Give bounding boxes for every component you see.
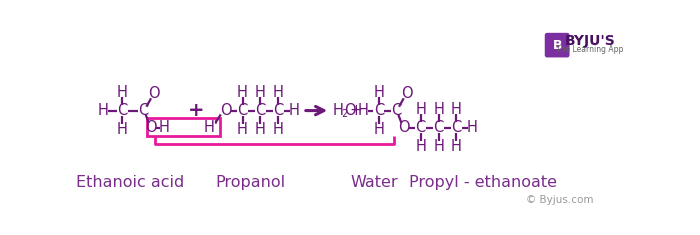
Text: O: O bbox=[148, 86, 160, 101]
Text: H: H bbox=[159, 120, 169, 135]
Text: H': H' bbox=[204, 120, 219, 135]
Text: O: O bbox=[401, 86, 412, 101]
Text: C: C bbox=[433, 120, 444, 135]
Text: The Learning App: The Learning App bbox=[556, 45, 624, 54]
Text: BYJU'S: BYJU'S bbox=[564, 34, 615, 48]
Text: Propyl - ethanoate: Propyl - ethanoate bbox=[409, 175, 556, 190]
Text: C: C bbox=[452, 120, 461, 135]
Text: H: H bbox=[332, 103, 343, 118]
Text: Water: Water bbox=[351, 175, 398, 190]
Text: +: + bbox=[349, 103, 362, 118]
Text: C: C bbox=[237, 103, 248, 118]
Text: C: C bbox=[416, 120, 426, 135]
Text: H: H bbox=[451, 138, 462, 153]
Text: O: O bbox=[398, 120, 410, 135]
Text: H: H bbox=[273, 121, 284, 137]
Text: H: H bbox=[451, 102, 462, 117]
Text: H: H bbox=[433, 102, 444, 117]
FancyBboxPatch shape bbox=[545, 33, 570, 58]
Text: H: H bbox=[433, 138, 444, 153]
Text: H: H bbox=[466, 120, 477, 135]
Text: H: H bbox=[117, 121, 128, 137]
Text: Ethanoic acid: Ethanoic acid bbox=[76, 175, 184, 190]
Text: H: H bbox=[415, 102, 426, 117]
Text: O: O bbox=[220, 103, 231, 118]
Text: C: C bbox=[118, 103, 127, 118]
Text: H: H bbox=[255, 121, 266, 137]
Text: +: + bbox=[188, 101, 204, 120]
Text: H: H bbox=[117, 85, 128, 100]
Text: H: H bbox=[374, 121, 384, 137]
Text: C: C bbox=[138, 103, 148, 118]
Text: 2: 2 bbox=[341, 109, 347, 119]
Text: H: H bbox=[415, 138, 426, 153]
Text: H: H bbox=[374, 85, 384, 100]
Text: H: H bbox=[273, 85, 284, 100]
Text: O: O bbox=[344, 103, 356, 118]
Text: H: H bbox=[288, 103, 299, 118]
Text: H: H bbox=[255, 85, 266, 100]
Text: C: C bbox=[256, 103, 265, 118]
Text: C: C bbox=[273, 103, 284, 118]
Text: O: O bbox=[145, 120, 157, 135]
Text: Propanol: Propanol bbox=[215, 175, 286, 190]
Text: © Byjus.com: © Byjus.com bbox=[526, 195, 594, 205]
Text: H: H bbox=[97, 103, 108, 118]
Text: H: H bbox=[358, 103, 369, 118]
Bar bbox=[147, 118, 220, 136]
Text: C: C bbox=[374, 103, 384, 118]
Text: C: C bbox=[391, 103, 401, 118]
Text: B: B bbox=[552, 39, 562, 52]
Text: H: H bbox=[237, 85, 248, 100]
Text: H: H bbox=[237, 121, 248, 137]
